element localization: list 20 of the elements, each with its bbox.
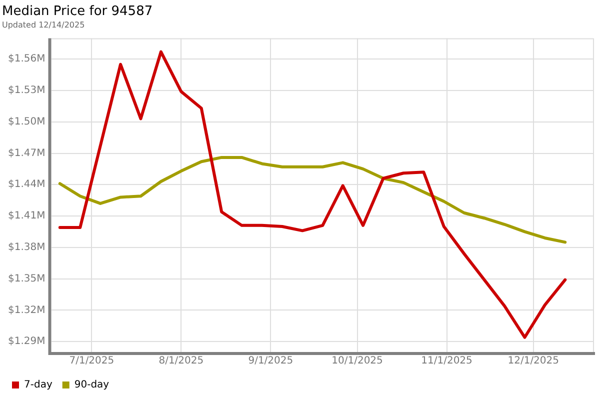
x-tick-label: 10/1/2025: [332, 356, 383, 367]
y-tick-label: $1.50M: [8, 116, 46, 128]
chart-subtitle: Updated 12/14/2025: [2, 20, 85, 30]
y-tick-label: $1.29M: [8, 336, 46, 348]
legend-label: 7-day: [24, 380, 52, 391]
y-tick-label: $1.56M: [8, 54, 46, 65]
x-tick-label: 9/1/2025: [248, 356, 294, 367]
x-tick-label: 7/1/2025: [69, 356, 114, 367]
y-tick-label: $1.35M: [8, 273, 46, 284]
legend-label: 90-day: [74, 380, 110, 391]
chart-title: Median Price for 94587: [2, 4, 153, 20]
x-tick-label: 11/1/2025: [421, 356, 472, 367]
y-tick-label: $1.53M: [8, 85, 46, 96]
y-tick-label: $1.47M: [8, 148, 46, 159]
y-tick-label: $1.41M: [8, 210, 46, 222]
y-tick-label: $1.32M: [8, 304, 46, 316]
y-tick-label: $1.38M: [8, 242, 46, 253]
x-tick-label: 8/1/2025: [158, 356, 204, 367]
x-tick-label: 12/1/2025: [508, 356, 560, 367]
y-tick-label: $1.44M: [8, 179, 46, 190]
